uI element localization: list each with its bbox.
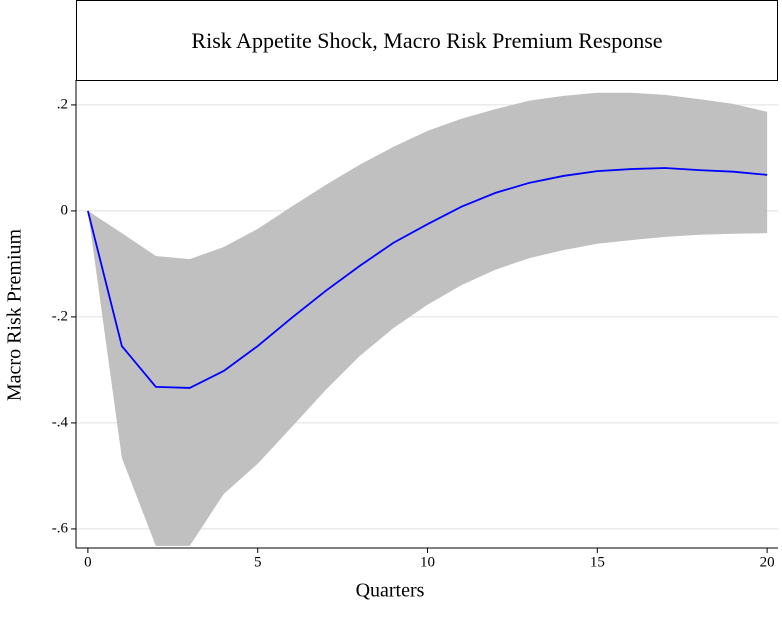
x-tick-label: 0: [84, 554, 92, 570]
y-axis-label: Macro Risk Premium: [4, 228, 26, 401]
y-tick-label: -.4: [52, 414, 69, 430]
response-line: [87, 167, 768, 389]
y-tick-label: -.2: [52, 308, 68, 324]
x-tick-label: 20: [760, 554, 775, 570]
x-tick-label: 5: [254, 554, 262, 570]
title-box: [76, 0, 778, 81]
chart-title: Risk Appetite Shock, Macro Risk Premium …: [191, 28, 662, 53]
y-tick-label: .2: [57, 96, 68, 112]
confidence-band: [87, 92, 768, 546]
x-tick-label: 10: [420, 554, 435, 570]
y-tick-label: -.6: [52, 520, 69, 536]
x-tick-label: 15: [590, 554, 605, 570]
y-tick-label: 0: [61, 202, 69, 218]
x-axis-label: Quarters: [356, 580, 425, 602]
